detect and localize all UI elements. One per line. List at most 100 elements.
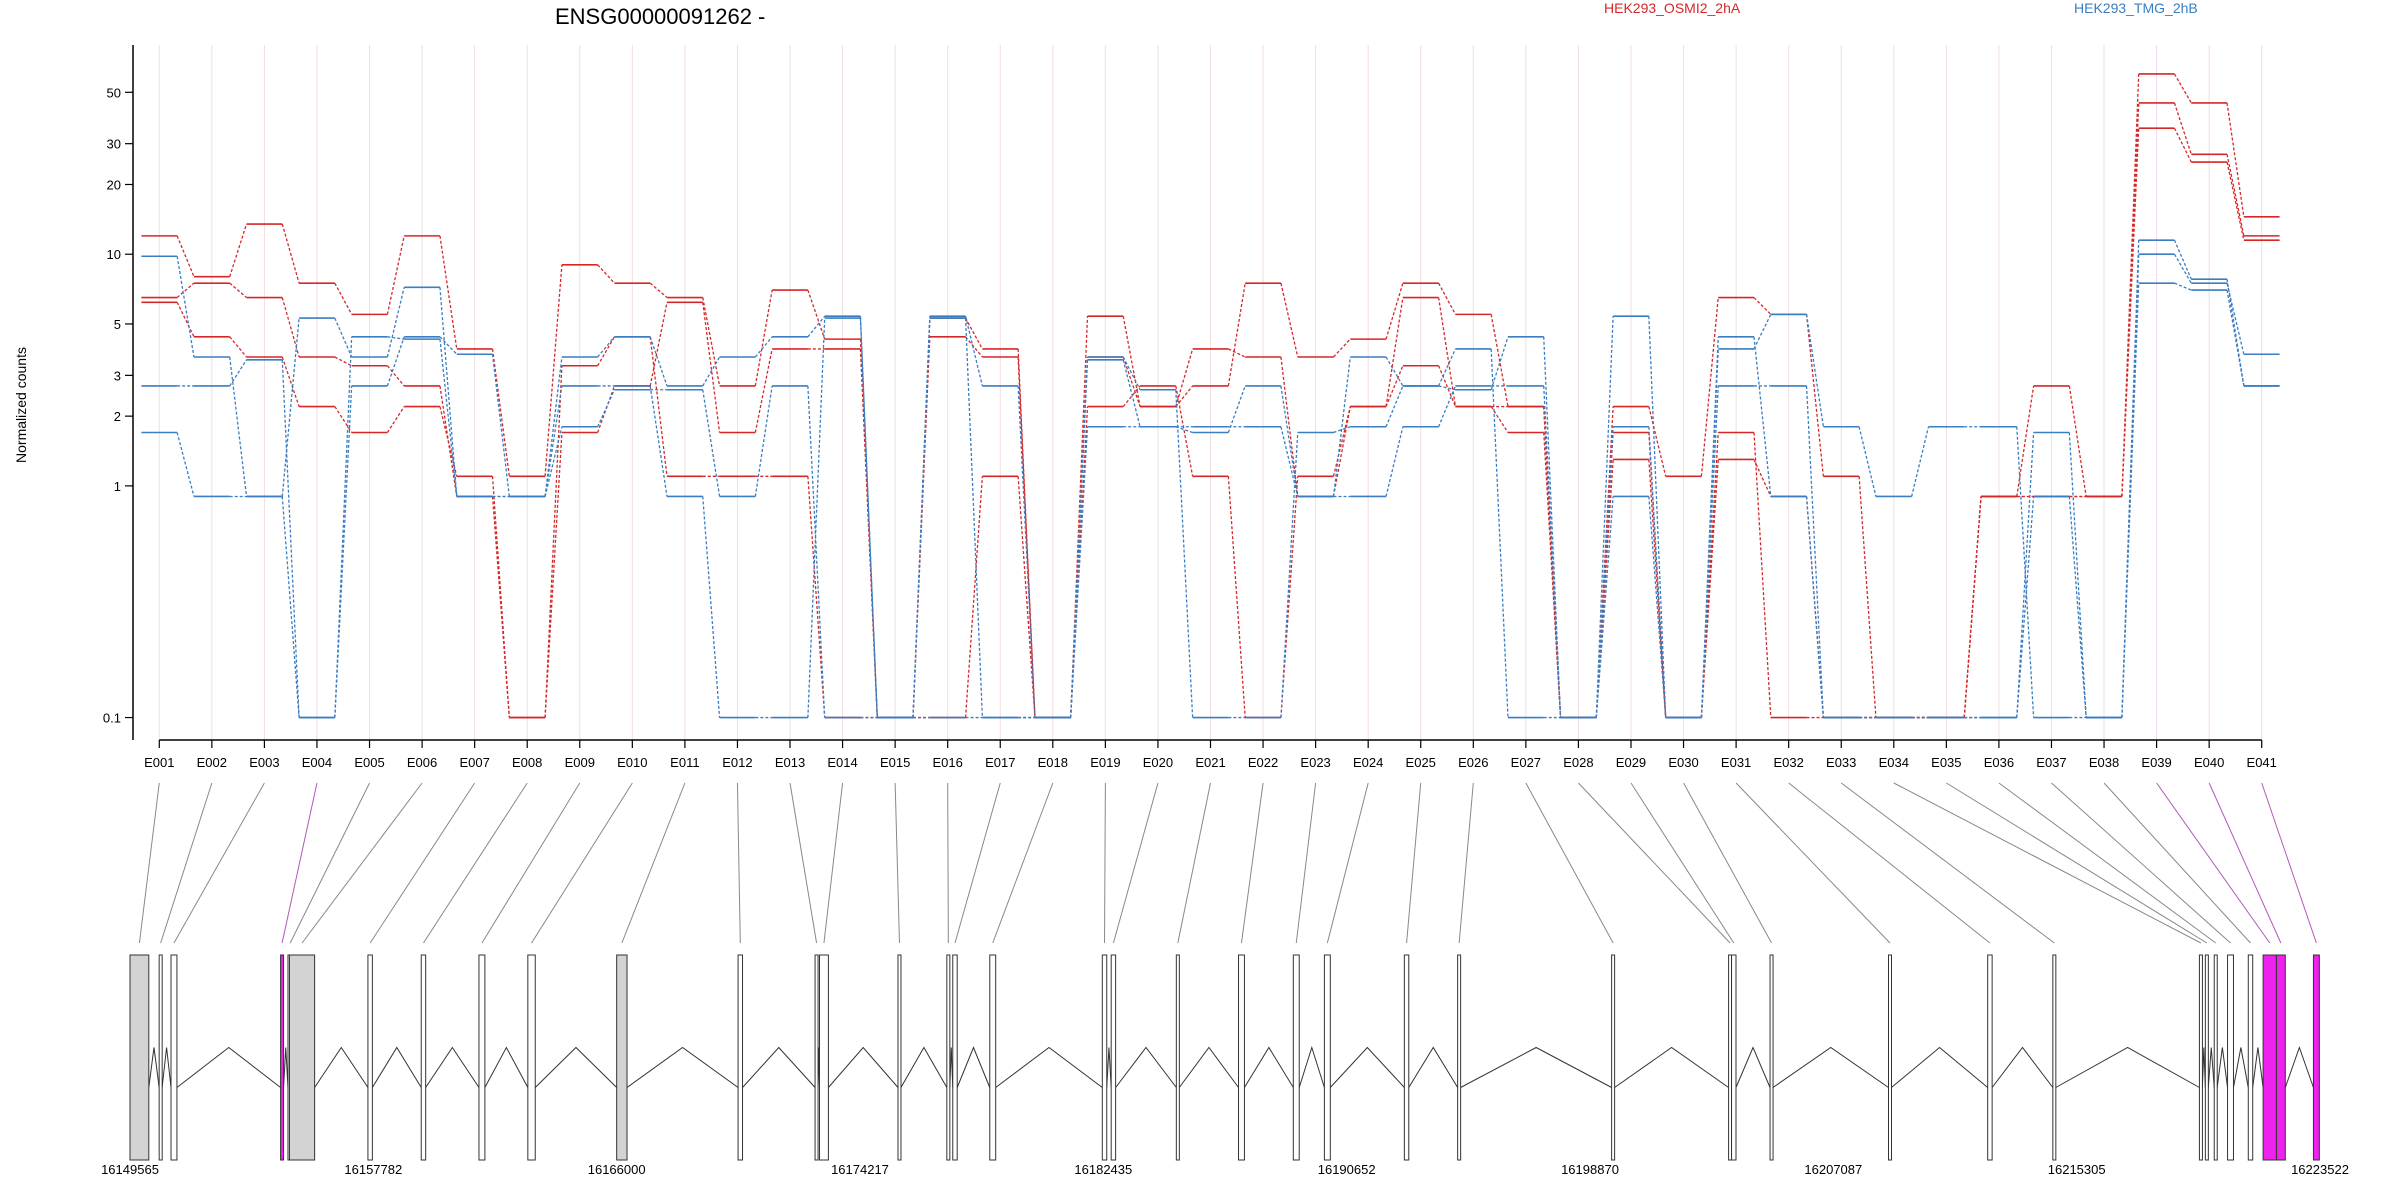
- series-transition: [2016, 432, 2035, 718]
- series-transition: [1385, 365, 1404, 407]
- series-transition: [1648, 316, 1667, 718]
- series-transition: [544, 426, 563, 497]
- series-transition: [1280, 432, 1299, 718]
- series-transition: [1175, 389, 1194, 718]
- series-transition: [2226, 154, 2245, 237]
- series-transition: [544, 264, 563, 477]
- series-transition: [1227, 283, 1246, 387]
- series-transition: [334, 406, 353, 433]
- connector-E012: [736, 782, 741, 944]
- connector-E018: [992, 782, 1054, 944]
- x-tick-label-E021: E021: [1195, 755, 1225, 770]
- series-transition: [807, 315, 826, 338]
- series-transition: [229, 282, 247, 299]
- connector-E015: [894, 782, 900, 944]
- series-transition: [1385, 297, 1404, 407]
- coordinate-label-5: 16190652: [1318, 1162, 1376, 1177]
- series-transition: [2068, 496, 2087, 718]
- legend-entry-tmg: HEK293_TMG_2hB: [2074, 0, 2198, 16]
- connector-E036: [1998, 782, 2217, 944]
- series-transition: [1385, 426, 1404, 497]
- series-transition: [1648, 496, 1667, 718]
- series-transition: [964, 476, 984, 718]
- series-transition: [754, 385, 773, 497]
- series-transition: [439, 336, 458, 355]
- series-transition: [807, 318, 826, 718]
- coordinate-label-1: 16157782: [344, 1162, 402, 1177]
- coordinate-label-7: 16207087: [1804, 1162, 1862, 1177]
- exon-box-E025: [1403, 954, 1410, 1161]
- series-transition: [702, 496, 721, 718]
- intron-E038: [2252, 1047, 2264, 1088]
- series-transition: [1753, 297, 1772, 315]
- series-transition: [1333, 426, 1351, 434]
- series-transition: [1228, 348, 1246, 358]
- connector-E009: [481, 782, 581, 944]
- coordinate-label-9: 16223522: [2291, 1162, 2349, 1177]
- series-transition: [649, 385, 668, 497]
- series-6-HEK293_TMG_2hB: [141, 282, 2280, 719]
- series-transition: [2016, 496, 2035, 718]
- intron-E025: [1408, 1046, 1459, 1088]
- intron-E036: [2216, 1047, 2229, 1088]
- series-transition: [2226, 283, 2245, 355]
- series-transition: [1070, 356, 1089, 718]
- series-transition: [1438, 385, 1457, 427]
- exon-box-E039: [2262, 954, 2277, 1161]
- connector-E017: [954, 782, 1001, 944]
- series-transition: [334, 317, 353, 358]
- series-transition: [2173, 102, 2192, 155]
- series-transition: [597, 389, 616, 428]
- series-lines: [141, 73, 2280, 719]
- connector-E001: [138, 782, 160, 944]
- connector-E004: [281, 782, 318, 944]
- intron-E017: [956, 1046, 991, 1088]
- series-transition: [386, 406, 405, 433]
- intron-E009: [484, 1046, 529, 1088]
- connector-E024: [1326, 782, 1369, 944]
- exon-box-E014: [819, 954, 829, 1161]
- connector-E020: [1112, 782, 1159, 944]
- series-transition: [281, 223, 300, 284]
- exon-box-E024: [1323, 954, 1331, 1161]
- series-transition: [1438, 365, 1457, 407]
- series-transition: [1175, 426, 1193, 434]
- vertical-gridlines: [158, 45, 2263, 740]
- series-transition: [912, 318, 931, 718]
- y-axis: 0.1 1 2 3 5 10 20 30 50: [103, 45, 134, 740]
- connector-E023: [1295, 782, 1317, 944]
- intron-E033: [2055, 1046, 2200, 1088]
- series-transition: [176, 256, 195, 358]
- series-transition: [597, 336, 615, 358]
- exon-box-E001: [129, 954, 150, 1161]
- series-transition: [702, 389, 721, 497]
- series-transition: [281, 356, 300, 407]
- series-transition: [176, 282, 195, 299]
- series-transition: [1753, 432, 1772, 718]
- series-transition: [2068, 432, 2087, 718]
- y-tick-label: 30: [107, 137, 121, 152]
- intron-E027: [1614, 1046, 1729, 1088]
- series-transition: [1122, 359, 1141, 427]
- exon-box-E008: [420, 954, 427, 1161]
- x-tick-label-E020: E020: [1143, 755, 1173, 770]
- series-transition: [544, 356, 563, 497]
- connector-E022: [1240, 782, 1264, 944]
- intron-E008: [425, 1046, 480, 1088]
- series-transition: [176, 235, 195, 277]
- exon-box-E015: [897, 954, 902, 1161]
- exon-box-E016: [946, 954, 951, 1161]
- x-tick-label-E002: E002: [197, 755, 227, 770]
- exon-box-E020: [1110, 954, 1117, 1161]
- y-tick-label: 3: [114, 368, 121, 383]
- x-tick-label-E037: E037: [2036, 755, 2066, 770]
- intron-E030: [1772, 1046, 1889, 1088]
- series-transition: [1490, 314, 1509, 407]
- intron-E001: [148, 1047, 160, 1088]
- series-transition: [2226, 161, 2245, 241]
- exon-box-E035: [2204, 954, 2209, 1161]
- series-transition: [334, 336, 353, 718]
- series-transition: [1753, 459, 1772, 497]
- series-transition: [1963, 496, 1982, 718]
- exon-box-E032: [1987, 954, 1993, 1161]
